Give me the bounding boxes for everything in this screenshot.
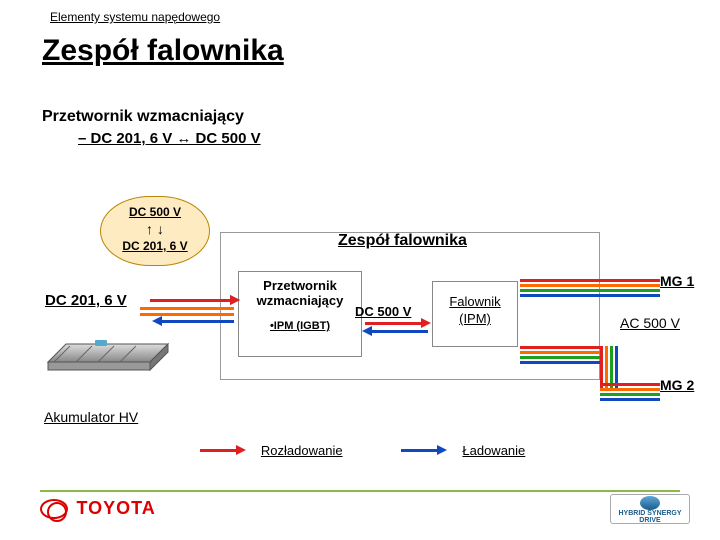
mg2-g [520,356,600,359]
mg2-o2 [600,388,660,391]
conv-l3: •IPM (IGBT) [239,320,361,332]
converter-box: Przetwornik wzmacniający •IPM (IGBT) [238,271,362,357]
legend-discharge-arrow [200,449,238,452]
conv-l1: Przetwornik [239,278,361,293]
breadcrumb: Elementy systemu napędowego [50,10,220,24]
mg2-g2 [600,393,660,396]
voltage-oval: DC 500 V ↑ ↓ DC 201, 6 V [100,196,210,266]
oval-top: DC 500 V [101,205,209,219]
ipm-box: Falownik (IPM) [432,281,518,347]
hsd-text: HYBRID SYNERGY DRIVE [611,510,689,524]
dc-201-label: DC 201, 6 V [45,292,127,309]
mg2-label: MG 2 [660,377,694,393]
group-title: Zespół falownika [338,232,467,250]
hsd-icon [640,496,660,510]
line-discharge-1b [150,299,232,302]
line-discharge-2 [365,322,423,325]
dc-500-label: DC 500 V [355,304,411,319]
toyota-text: TOYOTA [76,498,155,518]
mg2-b2 [600,398,660,401]
mg1-g1 [520,289,660,292]
legend-charge-label: Ładowanie [462,443,525,458]
page-title: Zespół falownika [42,34,284,68]
legend-discharge-label: Rozładowanie [261,443,343,458]
ipm-l2: (IPM) [433,311,517,326]
mg2-b [520,361,600,364]
toyota-logo: TOYOTA [40,498,156,519]
hv-battery-label: Akumulator HV [44,409,138,425]
legend: Rozładowanie Ładowanie [200,442,525,466]
line-orange-1b [140,313,234,316]
mg2-r [520,346,600,349]
hsd-logo: HYBRID SYNERGY DRIVE [610,494,690,524]
ac500-label: AC 500 V [620,315,680,331]
mg2-vert [600,346,603,388]
subtitle-2: – DC 201, 6 V ↔ DC 500 V [78,130,261,147]
oval-bot: DC 201, 6 V [101,239,209,253]
mg1-b1 [520,294,660,297]
mg2-o [520,351,600,354]
line-charge-2 [370,330,428,333]
mg1-r1 [520,279,660,282]
oval-arrows: ↑ ↓ [101,221,209,237]
line-orange-1a [140,307,234,310]
subtitle-1: Przetwornik wzmacniający [42,108,244,126]
mg2-r2 [600,383,660,386]
ipm-l1: Falownik [433,294,517,309]
mg1-label: MG 1 [660,273,694,289]
line-charge-1 [160,320,234,323]
mg1-o1 [520,284,660,287]
slide: Elementy systemu napędowego Zespół falow… [0,0,720,540]
legend-charge-arrow [401,449,439,452]
hv-battery-icon [40,326,170,374]
conv-l2: wzmacniający [239,293,361,308]
toyota-icon [40,499,68,519]
footer-separator [40,490,680,492]
